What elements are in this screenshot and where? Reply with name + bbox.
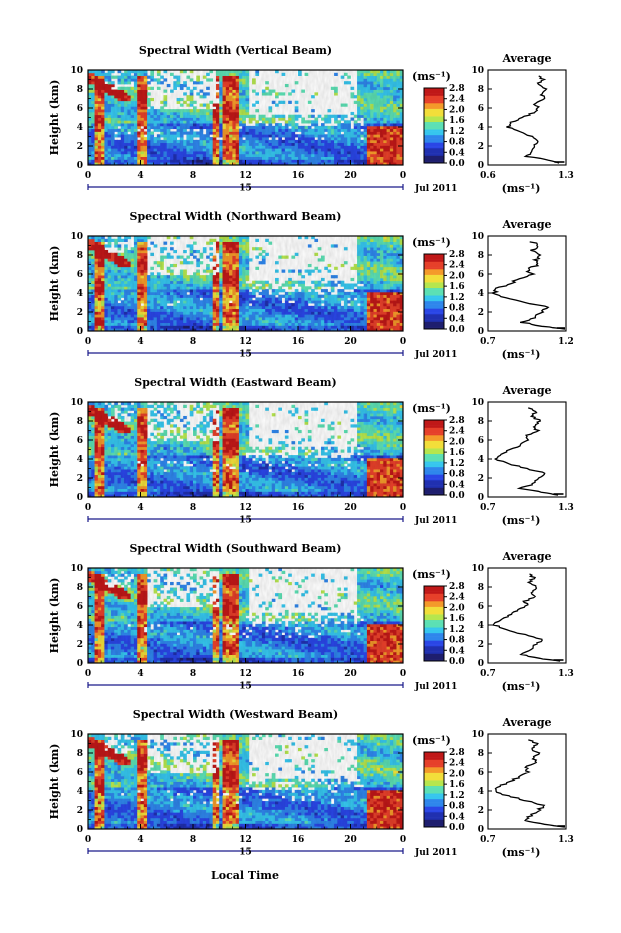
colorbar-tick-label: 1.6 bbox=[449, 116, 465, 126]
heatmap-texture bbox=[88, 70, 403, 165]
x-tick-label: 12 bbox=[239, 171, 252, 181]
colorbar-swatch bbox=[424, 109, 444, 111]
x-tick-label: 8 bbox=[190, 171, 196, 181]
colorbar-swatch bbox=[424, 159, 444, 161]
y-tick-label: 4 bbox=[77, 123, 83, 133]
colorbar-swatch bbox=[424, 141, 444, 143]
average-x-tick-label: 1.3 bbox=[558, 171, 574, 181]
panel-1: Spectral Width (Vertical Beam) 0 2 4 6 8 10 Hei… bbox=[48, 44, 574, 195]
colorbar-swatch bbox=[424, 154, 444, 156]
colorbar-swatch bbox=[424, 103, 444, 105]
colorbar-tick-label: 0.4 bbox=[449, 148, 465, 158]
colorbar-swatch bbox=[424, 107, 444, 109]
x-tick-label: 16 bbox=[292, 171, 305, 181]
colorbar-swatch bbox=[424, 114, 444, 116]
y-tick-label: 8 bbox=[77, 85, 83, 95]
x-tick-label: 4 bbox=[137, 171, 143, 181]
colorbar-unit: (ms⁻¹) bbox=[412, 70, 451, 83]
colorbar-tick-label: 0.0 bbox=[449, 159, 465, 169]
colorbar-swatch bbox=[424, 116, 444, 118]
average-y-tick-label: 10 bbox=[471, 66, 484, 76]
colorbar-swatch bbox=[424, 101, 444, 103]
y-axis-label: Height (km) bbox=[48, 80, 61, 156]
panel-title: Spectral Width (Northward Beam) bbox=[130, 210, 342, 223]
colorbar-tick-label: 1.2 bbox=[449, 127, 465, 137]
colorbar-swatch bbox=[424, 105, 444, 107]
panel-2: Spectral Width (Northward Beam)0246810He… bbox=[48, 210, 574, 361]
y-tick-label: 10 bbox=[70, 66, 83, 76]
colorbar-tick-label: 2.8 bbox=[449, 84, 465, 94]
colorbar-swatch bbox=[424, 94, 444, 96]
colorbar-swatch bbox=[424, 120, 444, 122]
average-y-tick-label: 2 bbox=[478, 142, 484, 152]
colorbar-swatch bbox=[424, 112, 444, 114]
colorbar-swatch bbox=[424, 157, 444, 159]
colorbar-swatch bbox=[424, 152, 444, 154]
colorbar-swatch bbox=[424, 92, 444, 94]
colorbar-swatch bbox=[424, 111, 444, 113]
average-y-tick-label: 8 bbox=[478, 85, 484, 95]
y-tick-label: 0 bbox=[77, 161, 83, 171]
colorbar-swatch bbox=[424, 139, 444, 141]
colorbar-swatch bbox=[424, 142, 444, 144]
colorbar-swatch bbox=[424, 99, 444, 101]
colorbar-swatch bbox=[424, 150, 444, 152]
colorbar-tick-label: 2.0 bbox=[449, 105, 465, 115]
colorbar-tick-label: 0.8 bbox=[449, 138, 465, 148]
average-y-tick-label: 0 bbox=[478, 161, 484, 171]
colorbar-tick-label: 2.4 bbox=[449, 95, 465, 105]
x-tick-label: 0 bbox=[85, 171, 91, 181]
colorbar-swatch bbox=[424, 122, 444, 124]
colorbar-swatch bbox=[424, 148, 444, 150]
colorbar-swatch bbox=[424, 146, 444, 148]
average-y-tick-label: 4 bbox=[478, 123, 484, 133]
colorbar-swatch bbox=[424, 131, 444, 133]
colorbar-swatch bbox=[424, 137, 444, 139]
average-frame bbox=[488, 70, 566, 165]
x-tick-label: 20 bbox=[344, 171, 357, 181]
date-label: Jul 2011 bbox=[414, 184, 457, 194]
colorbar-swatch bbox=[424, 124, 444, 126]
y-tick-label: 2 bbox=[77, 142, 83, 152]
y-tick-label: 6 bbox=[77, 104, 83, 114]
colorbar-swatch bbox=[424, 133, 444, 135]
x-tick-label: 0 bbox=[400, 171, 406, 181]
average-y-tick-label: 6 bbox=[478, 104, 484, 114]
colorbar-swatch bbox=[424, 97, 444, 99]
average-x-label: (ms⁻¹) bbox=[502, 182, 541, 195]
panel-title: Spectral Width (Vertical Beam) bbox=[139, 44, 332, 57]
colorbar-swatch bbox=[424, 118, 444, 120]
colorbar-swatch bbox=[424, 126, 444, 128]
average-title: Average bbox=[501, 52, 551, 65]
day-label: 15 bbox=[239, 184, 252, 194]
colorbar-swatch bbox=[424, 127, 444, 129]
colorbar-swatch bbox=[424, 135, 444, 137]
colorbar-swatch bbox=[424, 90, 444, 92]
average-x-tick-label: 0.6 bbox=[480, 171, 496, 181]
colorbar-swatch bbox=[424, 144, 444, 146]
colorbar-swatch bbox=[424, 156, 444, 158]
colorbar-swatch bbox=[424, 96, 444, 98]
colorbar-swatch bbox=[424, 129, 444, 131]
